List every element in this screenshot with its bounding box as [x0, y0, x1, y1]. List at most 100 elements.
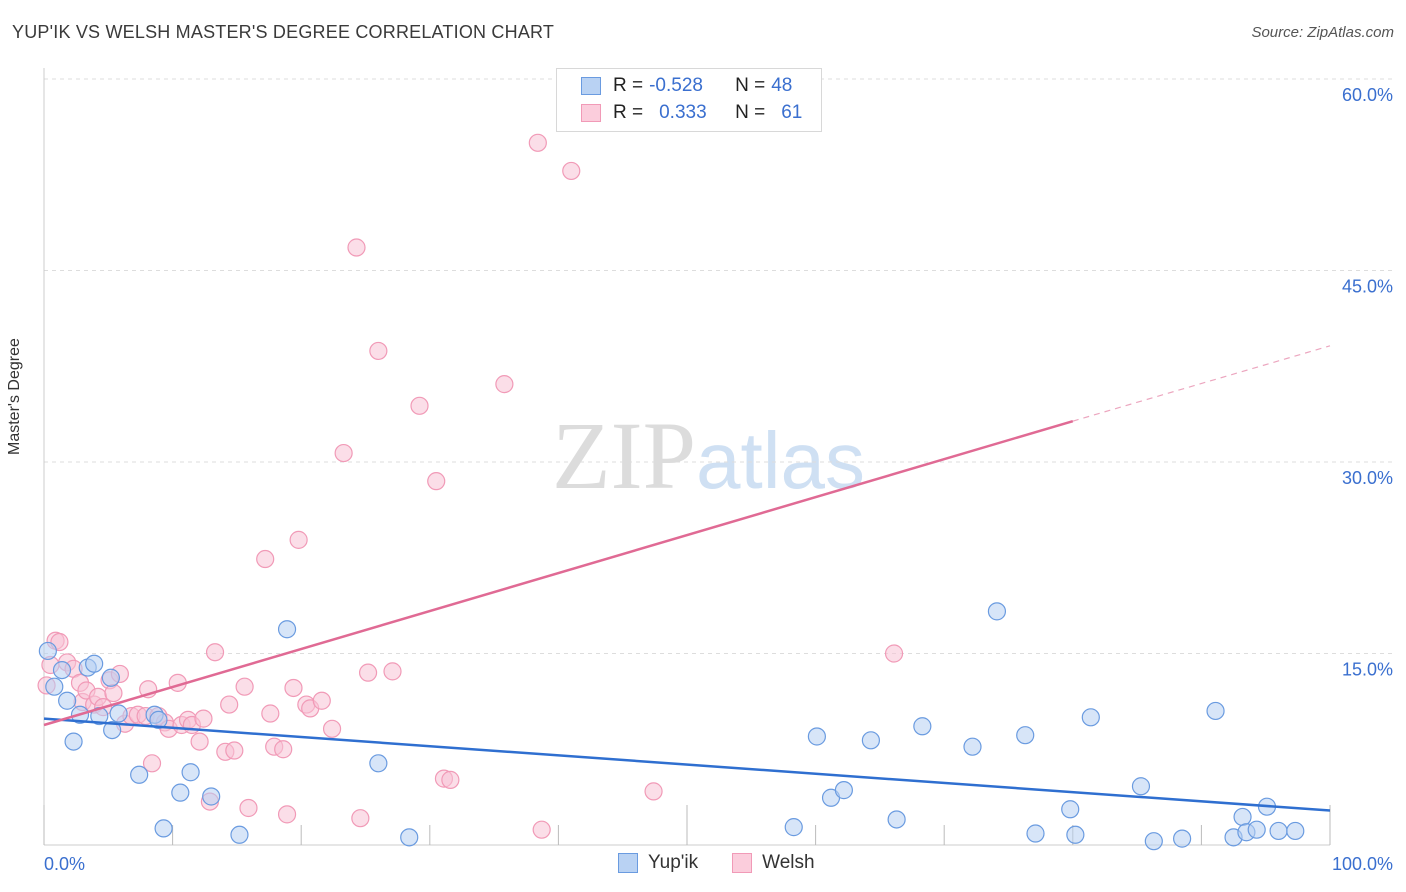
- legend-n-value: 48: [771, 75, 793, 96]
- welsh-point: [235, 677, 254, 696]
- series-legend: Yup'ik Welsh: [618, 852, 849, 874]
- x-tick-label-min: 0.0%: [44, 854, 85, 874]
- legend-n-label: N =: [735, 102, 766, 123]
- yupik-point: [913, 717, 932, 736]
- yupik-point: [64, 732, 83, 751]
- welsh-point: [104, 683, 123, 703]
- watermark: ZIPatlas: [552, 400, 865, 511]
- legend-item-yupik: Yup'ik: [618, 852, 698, 874]
- yupik-point: [52, 660, 72, 680]
- welsh-point: [194, 709, 213, 728]
- yupik-points: [38, 602, 1305, 851]
- welsh-swatch: [581, 104, 601, 122]
- welsh-point: [441, 770, 460, 789]
- tick-labels: 15.0% 30.0% 45.0% 60.0% 0.0% 100.0%: [44, 85, 1393, 874]
- legend-r-label: R =: [613, 102, 644, 123]
- yupik-point: [963, 737, 982, 756]
- welsh-point: [427, 472, 446, 491]
- welsh-point: [528, 133, 547, 152]
- chart-title: YUP'IK VS WELSH MASTER'S DEGREE CORRELAT…: [12, 22, 555, 42]
- yupik-point: [1247, 820, 1266, 839]
- yupik-point: [784, 818, 803, 837]
- welsh-trend-line: [43, 419, 1074, 727]
- yupik-point: [807, 727, 826, 746]
- yupik-point: [130, 765, 149, 784]
- yupik-point: [400, 828, 419, 847]
- welsh-point: [256, 549, 275, 569]
- axes: [43, 68, 1331, 846]
- yupik-point: [154, 819, 173, 838]
- legend-r-value: 0.333: [659, 102, 707, 123]
- yupik-point: [1066, 825, 1085, 844]
- y-tick-label: 60.0%: [1342, 85, 1393, 105]
- yupik-point: [181, 763, 200, 782]
- legend-row-yupik: R = -0.528 N = 48: [581, 73, 792, 99]
- yupik-point: [887, 810, 906, 829]
- stats-legend: R = -0.528 N = 48 R = 0.333 N = 61: [556, 68, 822, 132]
- yupik-point: [1286, 821, 1305, 841]
- welsh-legend-label: Welsh: [762, 852, 815, 873]
- yupik-point: [987, 602, 1007, 621]
- yupik-trend-line: [43, 717, 1331, 812]
- welsh-point: [532, 820, 551, 839]
- yupik-point: [1061, 800, 1080, 819]
- legend-n-value: 61: [781, 102, 803, 123]
- yupik-point: [834, 781, 853, 800]
- welsh-point: [410, 396, 429, 415]
- welsh-trend-extension: [1072, 345, 1331, 422]
- yupik-point: [1173, 829, 1192, 848]
- yupik-point: [202, 787, 221, 806]
- legend-r-label: R =: [613, 75, 644, 96]
- yupik-point: [277, 620, 297, 639]
- welsh-point: [383, 662, 402, 681]
- welsh-point: [239, 798, 258, 818]
- yupik-point: [1016, 726, 1035, 745]
- welsh-point: [334, 443, 353, 463]
- yupik-point: [38, 641, 57, 661]
- yupik-point: [1233, 807, 1252, 827]
- yupik-point: [1144, 832, 1163, 851]
- yupik-point: [369, 754, 388, 773]
- welsh-point: [358, 663, 378, 682]
- legend-item-welsh: Welsh: [732, 852, 815, 874]
- yupik-point: [230, 825, 249, 844]
- yupik-swatch: [581, 77, 601, 95]
- y-tick-label: 30.0%: [1342, 468, 1393, 488]
- legend-n-label: N =: [735, 75, 766, 96]
- yupik-point: [1081, 708, 1100, 727]
- welsh-point: [274, 740, 293, 759]
- welsh-point: [322, 719, 342, 738]
- yupik-point: [85, 654, 104, 673]
- welsh-point: [289, 530, 308, 549]
- yupik-point: [149, 710, 168, 729]
- welsh-point: [190, 732, 209, 751]
- legend-r-value: -0.528: [649, 75, 703, 96]
- welsh-point: [142, 754, 162, 773]
- yupik-point: [109, 704, 128, 723]
- source-label: Source: ZipAtlas.com: [1251, 24, 1394, 41]
- welsh-legend-swatch: [732, 853, 753, 873]
- yupik-point: [1131, 777, 1151, 796]
- welsh-point: [644, 782, 663, 801]
- welsh-points: [37, 133, 904, 839]
- legend-row-welsh: R = 0.333 N = 61: [581, 100, 802, 126]
- welsh-point: [562, 161, 581, 181]
- yupik-point: [103, 720, 122, 740]
- x-tick-label-max: 100.0%: [1332, 854, 1393, 874]
- yupik-point: [45, 677, 64, 696]
- gridlines: [44, 78, 1395, 654]
- watermark-zip: ZIP: [552, 402, 696, 509]
- welsh-point: [347, 238, 366, 257]
- yupik-point: [861, 731, 880, 750]
- y-tick-label: 15.0%: [1342, 660, 1393, 680]
- yupik-point: [171, 783, 190, 802]
- welsh-point: [261, 704, 280, 723]
- y-tick-label: 45.0%: [1342, 277, 1393, 297]
- welsh-point: [884, 644, 904, 663]
- welsh-point: [220, 695, 239, 714]
- trend-lines: [43, 345, 1331, 812]
- welsh-point: [369, 341, 388, 361]
- welsh-point: [312, 691, 331, 710]
- welsh-point: [284, 678, 303, 698]
